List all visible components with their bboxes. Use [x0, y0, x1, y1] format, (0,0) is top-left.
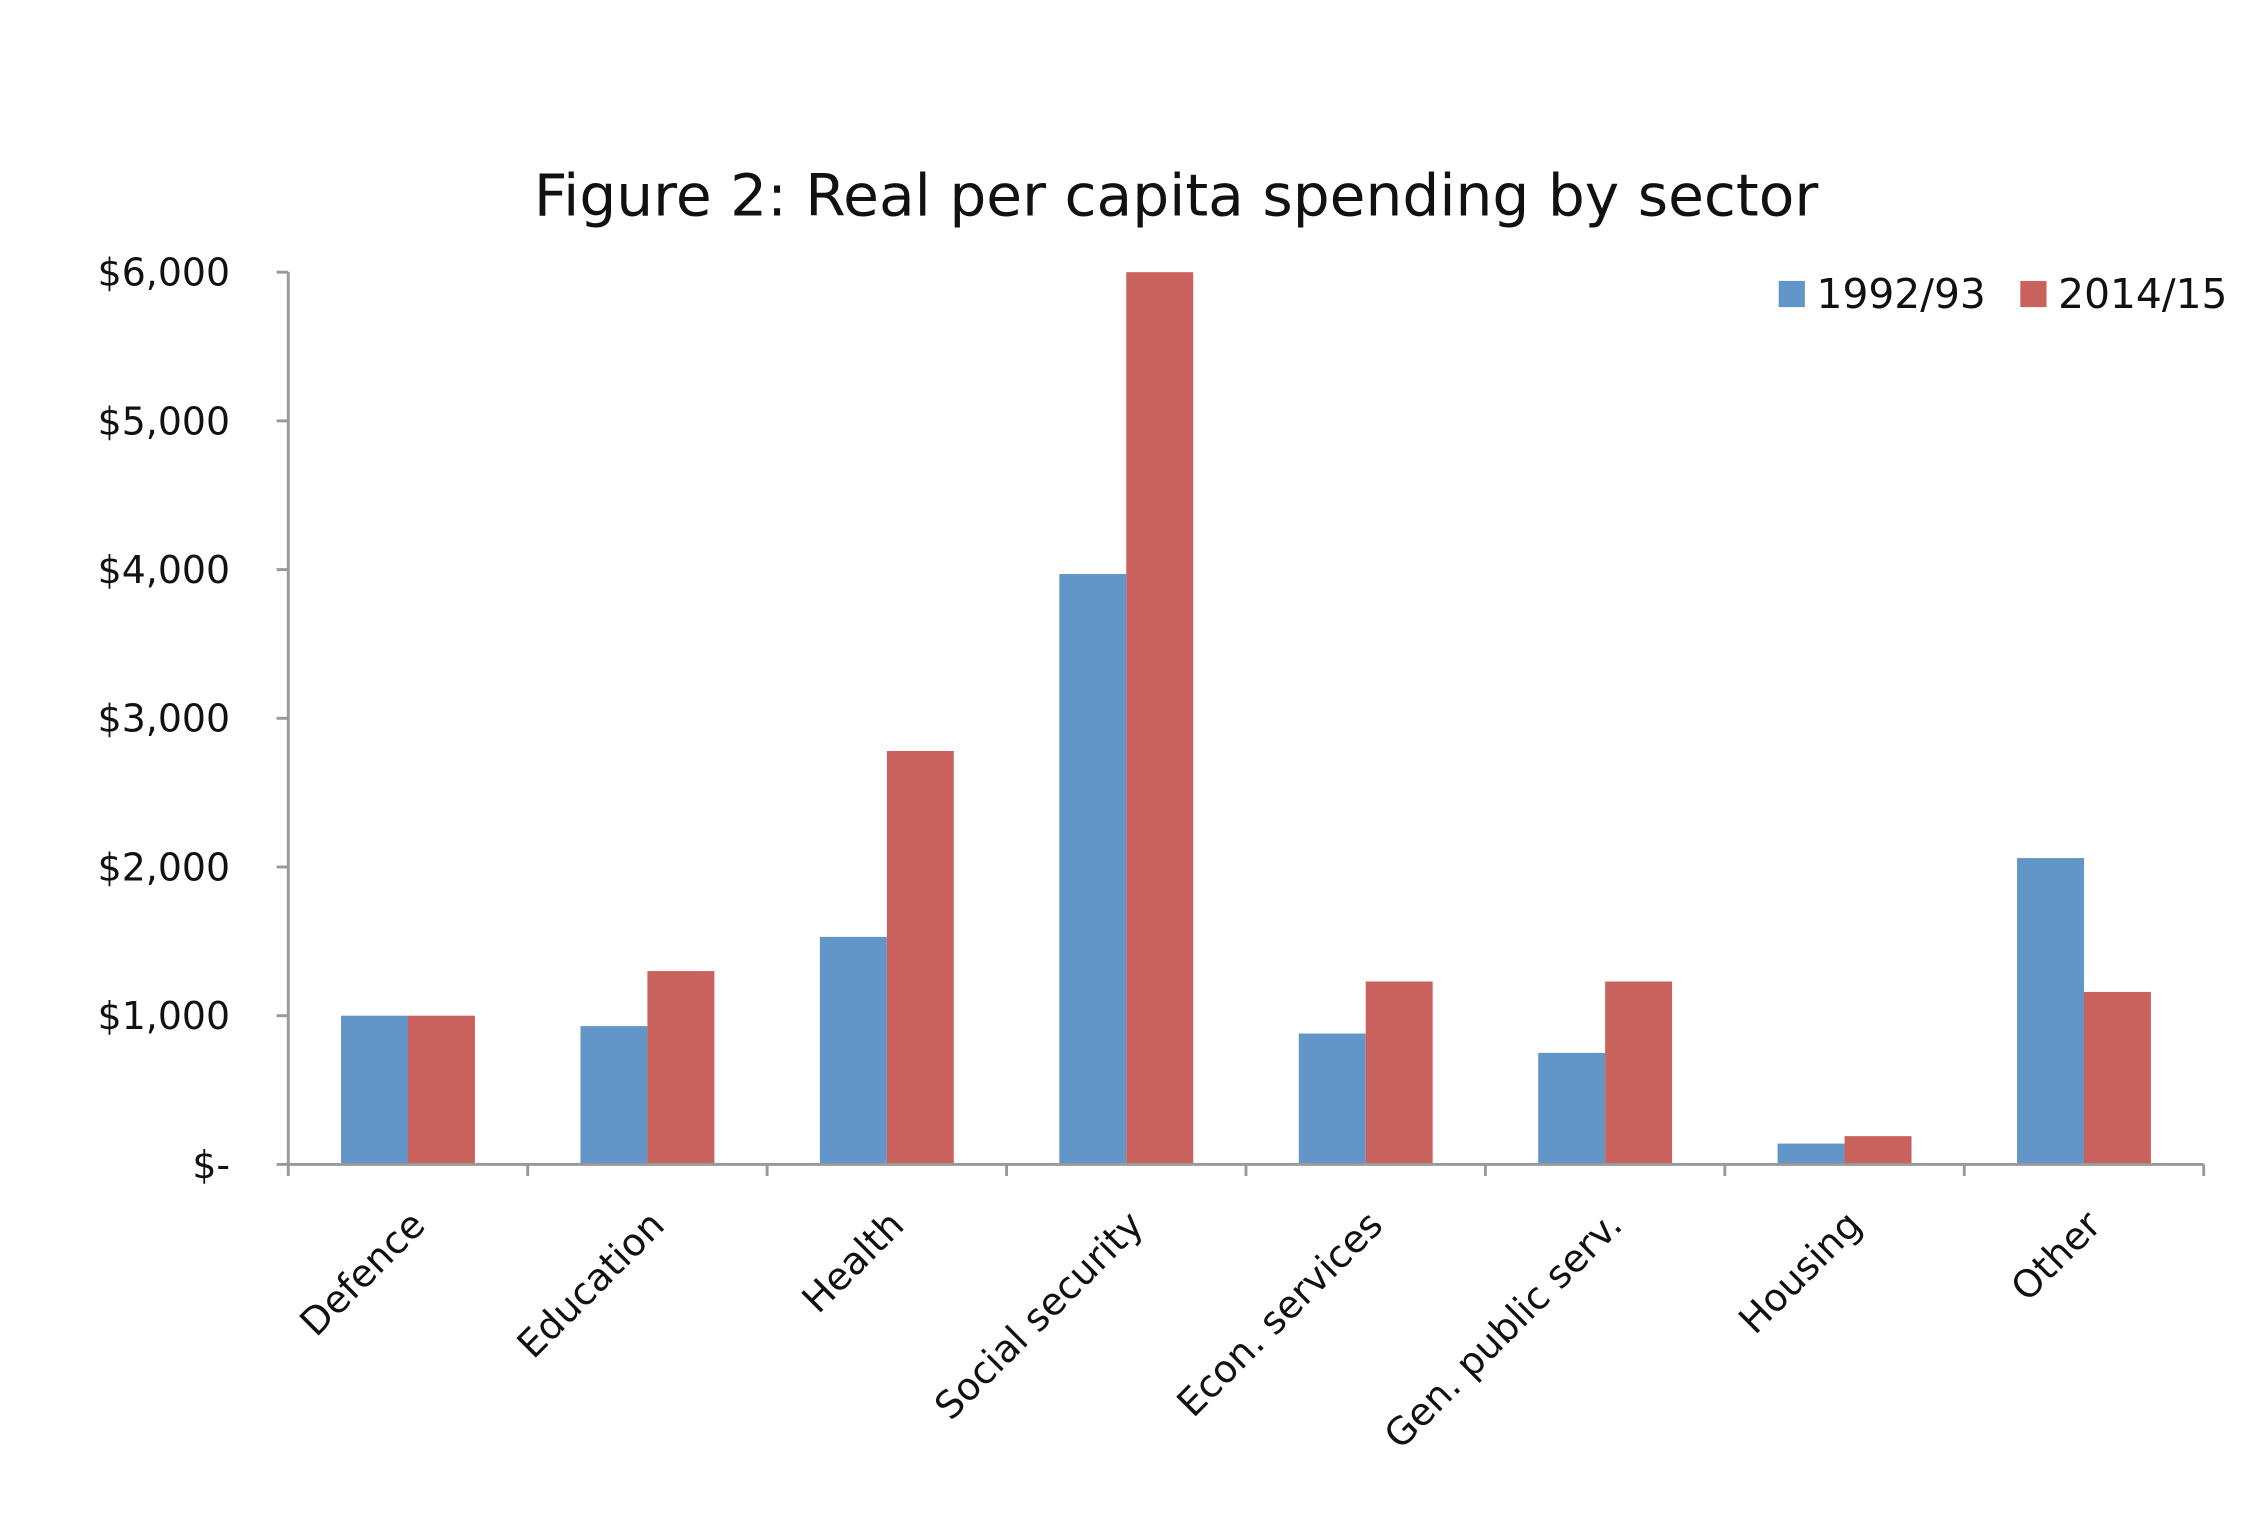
bar [1126, 272, 1194, 1165]
y-tick-label: $2,000 [98, 845, 230, 889]
x-tick-label: Defence [291, 1202, 433, 1344]
y-tick-label: $4,000 [98, 548, 230, 592]
bar [1059, 574, 1127, 1165]
bar [2083, 991, 2151, 1165]
x-tick-label: Housing [1730, 1202, 1870, 1342]
bar [1365, 981, 1433, 1165]
bar [886, 751, 954, 1165]
bar [819, 936, 887, 1165]
bar [1298, 1033, 1366, 1165]
y-tick-label: $1,000 [98, 994, 230, 1038]
x-tick-label: Education [509, 1202, 673, 1366]
x-tick-label: Social security [926, 1202, 1152, 1428]
y-tick-label: $6,000 [98, 251, 230, 295]
x-tick-label: Health [793, 1202, 912, 1321]
bar [407, 1015, 475, 1165]
chart-title: Figure 2: Real per capita spending by se… [534, 162, 1818, 230]
bar [1844, 1136, 1912, 1165]
y-tick-label: $- [192, 1143, 230, 1187]
bar [1605, 981, 1673, 1165]
x-tick-label: Econ. services [1168, 1202, 1391, 1425]
y-tick-label: $3,000 [98, 697, 230, 741]
bar [580, 1026, 648, 1165]
legend-swatch [2020, 280, 2047, 308]
legend-label: 2014/15 [2058, 270, 2227, 318]
bar [2017, 858, 2084, 1165]
x-tick-label: Gen. public serv. [1376, 1202, 1631, 1457]
bar [1538, 1052, 1606, 1165]
bar [341, 1015, 408, 1165]
bar [1777, 1143, 1845, 1165]
legend-label: 1992/93 [1817, 270, 1986, 318]
y-tick-label: $5,000 [98, 399, 230, 443]
bar [647, 971, 715, 1165]
legend-swatch [1778, 280, 1805, 308]
x-tick-label: Other [2002, 1202, 2109, 1309]
